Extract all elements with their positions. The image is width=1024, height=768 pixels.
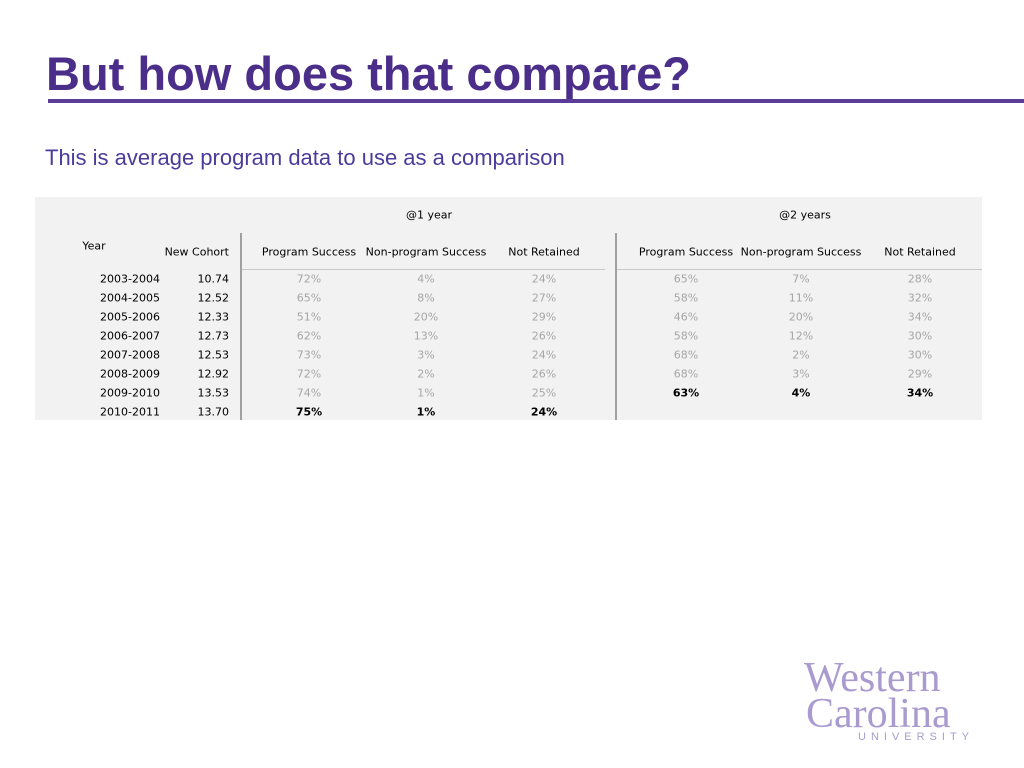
column-header: Year <box>82 239 106 253</box>
year-cell: 2007-2008 <box>100 348 160 362</box>
title-rule <box>48 99 1024 103</box>
group-header: @1 year <box>405 208 453 222</box>
table-cell: 3% <box>417 348 435 362</box>
year-cell: 2004-2005 <box>100 291 160 305</box>
table-cell: 2% <box>417 367 435 381</box>
table-cell: 4% <box>791 386 811 400</box>
separator <box>615 233 617 420</box>
table-cell: 68% <box>673 367 699 381</box>
table-cell: 46% <box>673 310 699 324</box>
year-cell: 2010-2011 <box>100 405 160 419</box>
table-cell: 12% <box>788 329 814 343</box>
table-cell: 8% <box>417 291 435 305</box>
column-header: Non-program Success <box>740 245 862 259</box>
year-cell: 2003-2004 <box>100 272 160 286</box>
table-cell: 1% <box>417 386 435 400</box>
column-header: Not Retained <box>508 245 580 259</box>
table-cell: 12.92 <box>197 367 230 381</box>
table-cell: 11% <box>788 291 814 305</box>
column-header: New Cohort <box>164 245 229 259</box>
table-cell: 34% <box>907 310 933 324</box>
table-cell: 12.53 <box>197 348 230 362</box>
table-cell: 26% <box>531 329 557 343</box>
table-cell: 1% <box>416 405 436 419</box>
year-cell: 2005-2006 <box>100 310 160 324</box>
year-cell: 2006-2007 <box>100 329 160 343</box>
table-cell: 13% <box>413 329 439 343</box>
data-table: @1 year @2 years Year New Cohort Program Suc… <box>35 197 982 420</box>
table-cell: 65% <box>296 291 322 305</box>
table-cell: 29% <box>531 310 557 324</box>
year-cell: 2009-2010 <box>100 386 160 400</box>
table-cell: 62% <box>296 329 322 343</box>
table-cell: 32% <box>907 291 933 305</box>
logo-line3: UNIVERSITY <box>858 731 975 743</box>
table-cell: 28% <box>907 272 933 286</box>
table-cell: 58% <box>673 291 699 305</box>
table-cell: 74% <box>296 386 322 400</box>
table-cell: 13.53 <box>197 386 230 400</box>
year-cell: 2008-2009 <box>100 367 160 381</box>
separator <box>240 233 242 420</box>
table-cell: 20% <box>788 310 814 324</box>
table-cell: 24% <box>531 348 557 362</box>
table-cell: 10.74 <box>197 272 230 286</box>
group-header: @2 years <box>779 208 831 222</box>
table-cell: 30% <box>907 348 933 362</box>
column-header: Program Success <box>638 245 734 259</box>
table-cell: 27% <box>531 291 557 305</box>
table-cell: 75% <box>295 405 323 419</box>
table-cell: 30% <box>907 329 933 343</box>
table-cell: 12.33 <box>197 310 230 324</box>
table-cell: 12.52 <box>197 291 230 305</box>
table-cell: 13.70 <box>197 405 230 419</box>
table-cell: 2% <box>792 348 810 362</box>
table-cell: 4% <box>417 272 435 286</box>
table-cell: 3% <box>792 367 810 381</box>
table-cell: 63% <box>672 386 700 400</box>
table-cell: 24% <box>530 405 558 419</box>
header-rule <box>617 269 982 270</box>
table-cell: 72% <box>296 367 322 381</box>
column-header: Program Success <box>261 245 357 259</box>
logo-line1: Western <box>804 655 941 701</box>
logo-line2: Carolina <box>806 691 951 737</box>
logo: Western Carolina UNIVERSITY <box>776 652 986 752</box>
column-header: Non-program Success <box>365 245 487 259</box>
table-cell: 34% <box>906 386 934 400</box>
column-header: Not Retained <box>884 245 956 259</box>
table-cell: 7% <box>792 272 810 286</box>
header-rule <box>242 269 605 270</box>
table-cell: 29% <box>907 367 933 381</box>
table-cell: 68% <box>673 348 699 362</box>
table-cell: 25% <box>531 386 557 400</box>
table-cell: 26% <box>531 367 557 381</box>
table-cell: 51% <box>296 310 322 324</box>
table-cell: 72% <box>296 272 322 286</box>
table-cell: 73% <box>296 348 322 362</box>
table-cell: 20% <box>413 310 439 324</box>
table-cell: 65% <box>673 272 699 286</box>
table-cell: 12.73 <box>197 329 230 343</box>
table-cell: 24% <box>531 272 557 286</box>
slide-title: But how does that compare? <box>46 47 691 100</box>
subtitle: This is average program data to use as a… <box>45 145 565 170</box>
table-cell: 58% <box>673 329 699 343</box>
